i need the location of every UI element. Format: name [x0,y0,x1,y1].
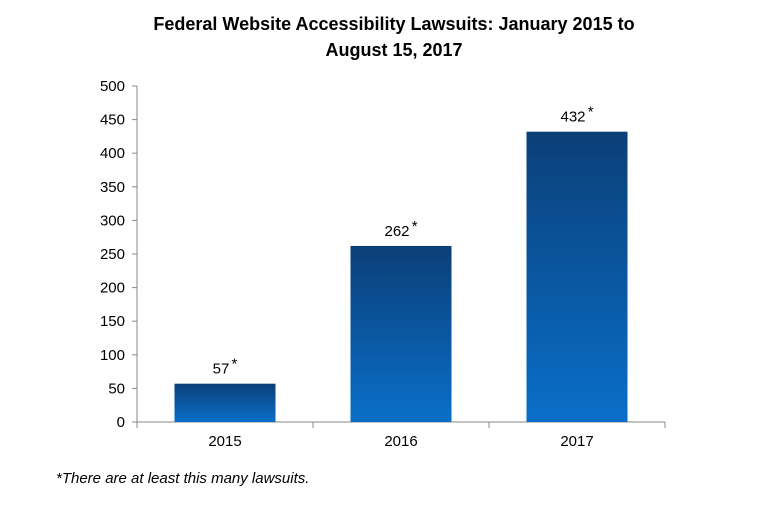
y-tick-label: 400 [100,145,125,162]
y-tick-label: 200 [100,280,125,297]
y-tick-label: 450 [100,112,125,129]
footnote: *There are at least this many lawsuits. [56,470,310,487]
chart-title-line-1: Federal Website Accessibility Lawsuits: … [153,14,634,34]
y-tick-label: 300 [100,212,125,229]
bar-2016 [350,245,452,422]
x-tick-label: 2017 [560,433,593,450]
data-label: 57 [213,361,230,378]
data-label-marker: * [412,218,418,235]
bar-2017 [526,131,628,423]
data-label: 262 [384,223,409,240]
y-tick-label: 250 [100,246,125,263]
bar-2015 [174,383,276,422]
y-tick-label: 500 [100,78,125,95]
data-label: 432 [560,109,585,126]
data-label-marker: * [232,356,238,373]
x-tick-label: 2016 [384,433,417,450]
chart-title-line-2: August 15, 2017 [325,40,462,60]
y-tick-label: 350 [100,179,125,196]
x-tick-label: 2015 [208,433,241,450]
y-tick-label: 0 [117,414,125,431]
y-tick-label: 100 [100,347,125,364]
y-tick-label: 150 [100,313,125,330]
y-tick-label: 50 [108,380,125,397]
data-label-marker: * [588,104,594,121]
